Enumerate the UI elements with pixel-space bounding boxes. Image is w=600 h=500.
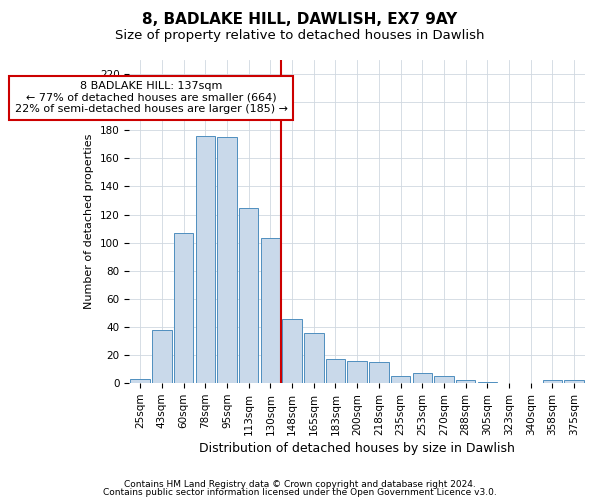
Bar [326,360,345,383]
Text: Contains public sector information licensed under the Open Government Licence v3: Contains public sector information licen… [103,488,497,497]
Bar [478,382,497,383]
Bar [239,208,259,383]
Bar [347,360,367,383]
Text: 8, BADLAKE HILL, DAWLISH, EX7 9AY: 8, BADLAKE HILL, DAWLISH, EX7 9AY [142,12,458,28]
Bar [565,380,584,383]
Bar [196,136,215,383]
Text: 8 BADLAKE HILL: 137sqm
← 77% of detached houses are smaller (664)
22% of semi-de: 8 BADLAKE HILL: 137sqm ← 77% of detached… [14,81,287,114]
Text: Size of property relative to detached houses in Dawlish: Size of property relative to detached ho… [115,29,485,42]
Bar [542,380,562,383]
Bar [174,233,193,383]
Bar [304,332,323,383]
Bar [369,362,389,383]
Bar [260,238,280,383]
Bar [130,379,150,383]
Bar [152,330,172,383]
Bar [391,376,410,383]
Bar [413,374,432,383]
Bar [283,318,302,383]
Y-axis label: Number of detached properties: Number of detached properties [85,134,94,310]
Bar [434,376,454,383]
Bar [456,380,475,383]
X-axis label: Distribution of detached houses by size in Dawlish: Distribution of detached houses by size … [199,442,515,455]
Bar [217,138,237,383]
Text: Contains HM Land Registry data © Crown copyright and database right 2024.: Contains HM Land Registry data © Crown c… [124,480,476,489]
